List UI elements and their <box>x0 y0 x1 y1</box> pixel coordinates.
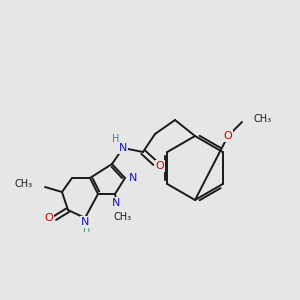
Text: CH₃: CH₃ <box>254 114 272 124</box>
Text: O: O <box>156 161 164 171</box>
Text: H: H <box>83 224 91 234</box>
Text: H: H <box>112 134 120 144</box>
Text: N: N <box>112 198 120 208</box>
Text: CH₃: CH₃ <box>15 179 33 189</box>
Text: CH₃: CH₃ <box>114 212 132 222</box>
Text: N: N <box>129 173 137 183</box>
Text: N: N <box>81 217 89 227</box>
Text: O: O <box>224 131 232 141</box>
Text: N: N <box>119 143 127 153</box>
Text: O: O <box>45 213 53 223</box>
